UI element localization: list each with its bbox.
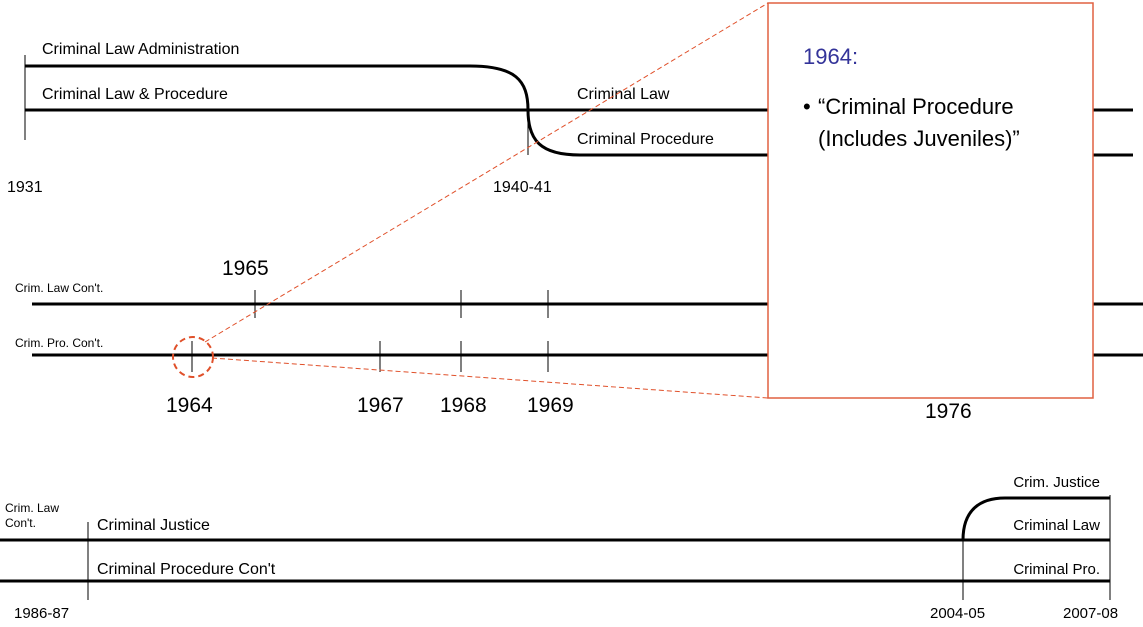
year: 1968 bbox=[440, 394, 487, 417]
connector bbox=[211, 357, 769, 399]
label: Criminal Law Administration bbox=[42, 41, 239, 58]
callout-title: 1964: bbox=[803, 44, 858, 69]
year: 1964 bbox=[166, 394, 213, 417]
bullet: • bbox=[803, 94, 811, 119]
callout: 1964: • “Criminal Procedure (Includes Ju… bbox=[767, 2, 1094, 399]
callout-text: “Criminal Procedure bbox=[818, 94, 1014, 119]
callout-text: (Includes Juveniles)” bbox=[818, 126, 1020, 151]
label: Criminal Law & Procedure bbox=[42, 86, 228, 103]
year: 1976 bbox=[925, 400, 972, 423]
timeline bbox=[961, 496, 1110, 541]
label: Criminal Law bbox=[1013, 517, 1100, 534]
label: Criminal Procedure Con't bbox=[97, 561, 276, 578]
label: Crim. Law Con't. bbox=[15, 281, 103, 295]
bottom-section: Crim. Law Con't. Criminal Justice Crimin… bbox=[0, 474, 1118, 622]
year: 1965 bbox=[222, 257, 269, 280]
year: 2004-05 bbox=[930, 605, 985, 622]
connector bbox=[204, 2, 769, 343]
callout-box bbox=[767, 2, 1094, 399]
year: 1940-41 bbox=[493, 179, 552, 196]
label: Criminal Justice bbox=[97, 517, 210, 534]
label: Criminal Procedure bbox=[577, 131, 714, 148]
year: 1986-87 bbox=[14, 605, 69, 622]
label: Criminal Pro. bbox=[1013, 561, 1100, 578]
year: 1931 bbox=[7, 179, 43, 196]
year: 1967 bbox=[357, 394, 404, 417]
top-section: Criminal Law Administration Criminal Law… bbox=[7, 41, 1133, 196]
label: Crim. Justice bbox=[1013, 474, 1100, 491]
label: Con't. bbox=[5, 516, 36, 530]
label: Criminal Law bbox=[577, 86, 670, 103]
label: Crim. Law bbox=[5, 501, 59, 515]
year: 1969 bbox=[527, 394, 574, 417]
label: Crim. Pro. Con't. bbox=[15, 336, 103, 350]
highlight-circle bbox=[172, 336, 214, 378]
year: 2007-08 bbox=[1063, 605, 1118, 622]
